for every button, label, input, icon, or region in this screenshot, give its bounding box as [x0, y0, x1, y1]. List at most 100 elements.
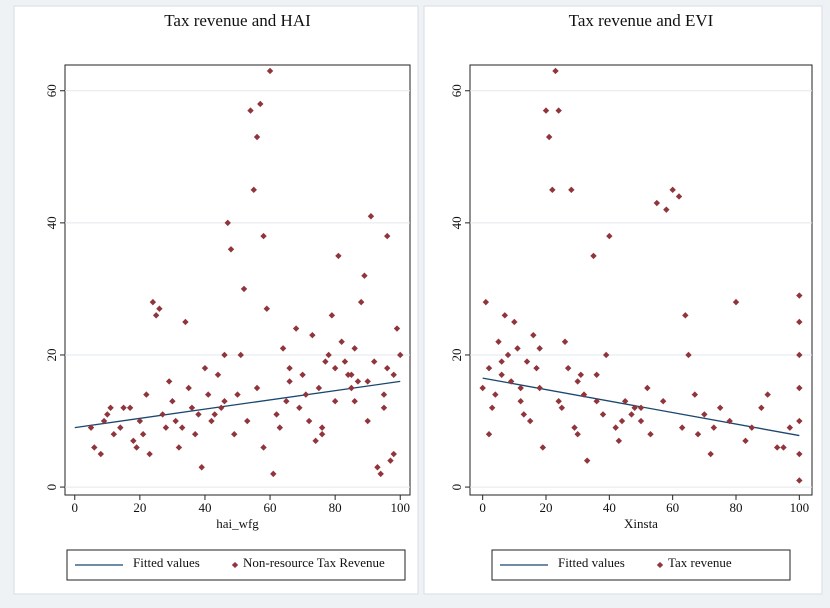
- plot-area: [64, 64, 411, 496]
- scatter-point: [780, 444, 787, 451]
- scatter-point: [133, 444, 140, 451]
- scatter-point: [188, 404, 196, 412]
- x-axis-label: hai_wfg: [216, 516, 259, 531]
- scatter-point: [653, 199, 661, 207]
- scatter-point: [322, 358, 329, 365]
- scatter-point: [691, 391, 699, 398]
- scatter-point: [707, 450, 714, 458]
- scatter-point: [694, 431, 702, 438]
- scatter-point: [577, 371, 585, 378]
- scatter-point: [536, 345, 543, 352]
- scatter-point: [384, 232, 391, 240]
- scatter-point: [276, 424, 284, 431]
- scatter-point: [110, 431, 118, 438]
- scatter-point: [590, 252, 597, 260]
- scatter-point: [539, 444, 547, 451]
- scatter-point: [796, 292, 803, 299]
- scatter-point: [716, 404, 724, 412]
- scatter-point: [331, 398, 339, 405]
- x-tick-label: 0: [479, 500, 486, 515]
- x-tick-label: 0: [72, 500, 79, 515]
- scatter-point: [266, 67, 274, 75]
- scatter-point: [221, 351, 228, 359]
- x-tick-label: 100: [790, 500, 810, 515]
- scatter-point: [644, 384, 651, 392]
- scatter-point: [263, 305, 270, 312]
- scatter-point: [796, 318, 803, 326]
- scatter-point: [367, 213, 375, 220]
- scatter-point: [162, 424, 170, 431]
- scatter-point: [568, 186, 575, 194]
- scatter-point: [244, 417, 251, 425]
- scatter-point: [273, 411, 280, 418]
- scatter-point: [542, 107, 550, 114]
- scatter-point: [710, 424, 718, 431]
- scatter-point: [296, 404, 303, 412]
- y-tick-label: 60: [44, 84, 59, 97]
- scatter-point: [593, 371, 600, 378]
- scatter-point: [231, 431, 238, 438]
- scatter-point: [647, 431, 654, 438]
- scatter-point: [286, 364, 293, 372]
- y-tick-label: 20: [449, 348, 464, 361]
- scatter-point: [796, 450, 803, 458]
- scatter-point: [120, 404, 127, 412]
- y-tick-label: 60: [449, 84, 464, 97]
- scatter-point: [517, 384, 524, 392]
- scatter-point: [637, 417, 645, 425]
- scatter-point: [748, 424, 756, 431]
- scatter-point: [482, 298, 490, 306]
- scatter-point: [796, 477, 803, 484]
- scatter-point: [533, 364, 540, 372]
- scatter-point: [384, 364, 391, 372]
- scatter-point: [555, 107, 562, 114]
- scatter-point: [100, 417, 108, 425]
- scatter-point: [305, 417, 313, 425]
- scatter-point: [218, 404, 225, 412]
- y-tick-label: 40: [44, 216, 59, 229]
- scatter-point: [742, 437, 749, 445]
- scatter-point: [335, 252, 342, 260]
- scatter-point: [682, 312, 689, 319]
- x-tick-label: 20: [540, 500, 553, 515]
- x-tick-label: 40: [198, 500, 211, 515]
- scatter-point: [555, 398, 562, 405]
- scatter-point: [732, 298, 740, 306]
- x-tick-label: 100: [390, 500, 410, 515]
- scatter-point: [520, 411, 528, 418]
- scatter-point: [675, 193, 683, 200]
- legend-marker: [656, 562, 664, 568]
- scatter-point: [351, 398, 358, 405]
- scatter-point: [628, 411, 635, 418]
- scatter-point: [149, 298, 157, 306]
- x-axis-label: Xinsta: [624, 516, 658, 531]
- x-tick-label: 40: [603, 500, 616, 515]
- scatter-point: [536, 384, 543, 392]
- scatter-point: [211, 411, 218, 418]
- scatter-point: [593, 398, 600, 405]
- scatter-point: [328, 312, 336, 319]
- scatter-point: [796, 417, 803, 425]
- scatter-point: [726, 417, 733, 425]
- fitted-line: [74, 380, 401, 429]
- scatter-point: [574, 431, 581, 438]
- scatter-point: [318, 424, 326, 431]
- scatter-point: [390, 450, 397, 458]
- scatter-point: [107, 404, 114, 412]
- scatter-point: [104, 411, 111, 418]
- scatter-point: [364, 417, 371, 425]
- scatter-point: [606, 232, 613, 240]
- scatter-point: [485, 364, 493, 372]
- scatter-point: [574, 378, 581, 385]
- scatter-point: [492, 391, 499, 398]
- scatter-point: [97, 450, 105, 458]
- scatter-point: [659, 398, 667, 405]
- x-tick-label: 20: [133, 500, 146, 515]
- scatter-point: [348, 384, 355, 392]
- scatter-point: [169, 398, 176, 405]
- scatter-point: [117, 424, 124, 431]
- scatter-point: [498, 371, 505, 378]
- y-tick-label: 40: [449, 216, 464, 229]
